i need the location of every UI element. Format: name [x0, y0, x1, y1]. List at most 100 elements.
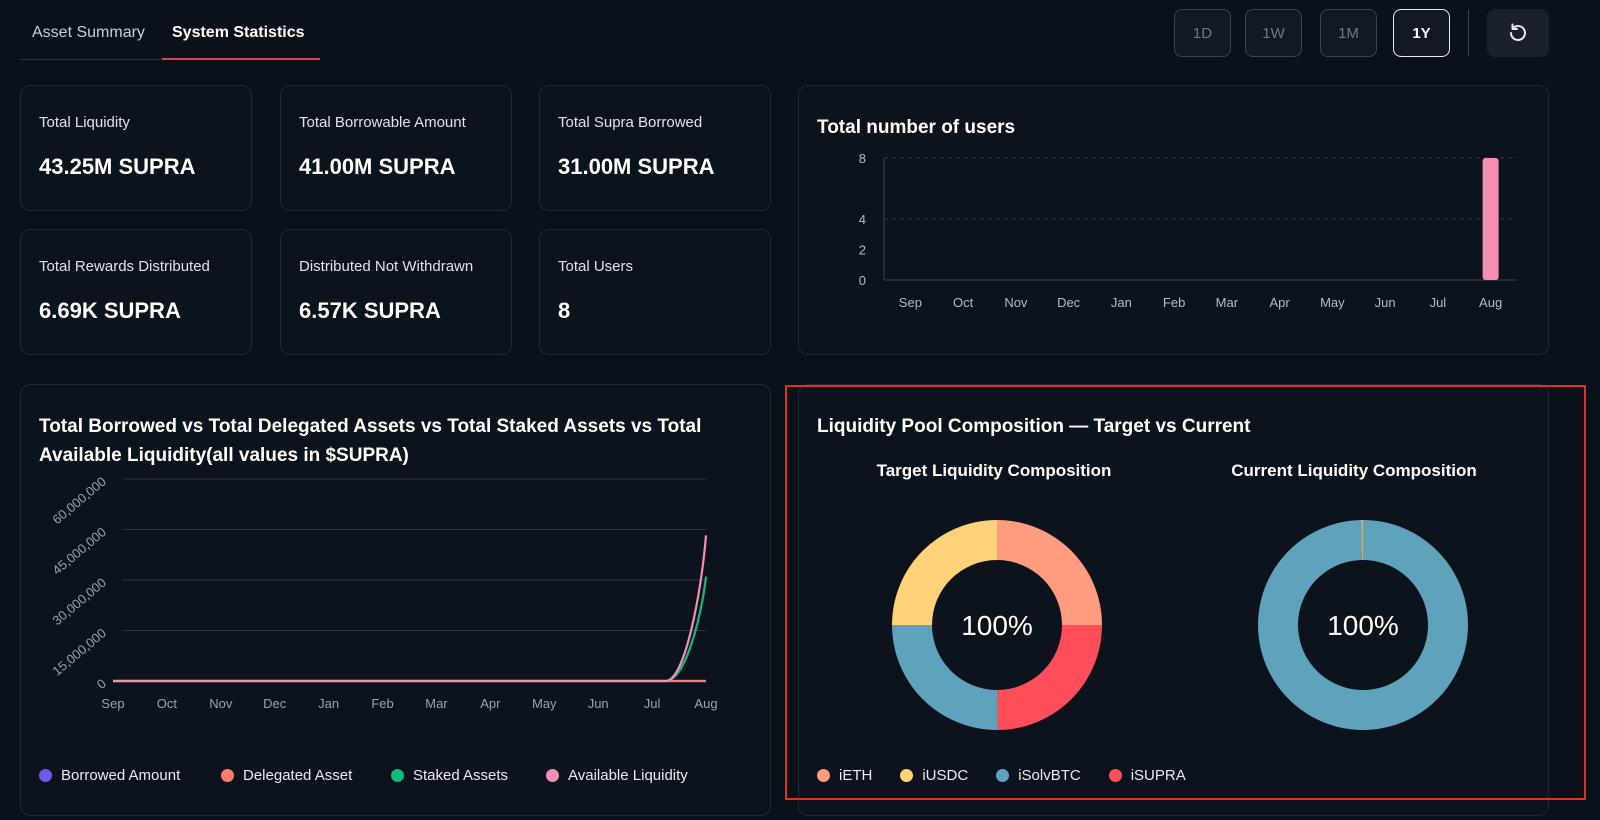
legend-item-borrowed[interactable]: Borrowed Amount [39, 767, 180, 784]
series-line-available-liquidity[interactable] [113, 535, 708, 683]
y-tick-label: 0 [859, 273, 866, 288]
users-bar-chart: 8 4 2 0 Sep Oct Nov Dec Jan Feb Mar Apr May Jun Jul Aug [859, 151, 1517, 310]
x-tick-label: Jan [1111, 295, 1132, 310]
stat-label: Total Supra Borrowed [558, 114, 703, 131]
legend-label: Delegated Asset [243, 767, 353, 784]
current-donut-chart: 100% [1258, 520, 1468, 730]
tab-system-statistics[interactable]: System Statistics [172, 24, 305, 41]
stat-card-total-supra-borrowed: Total Supra Borrowed 31.00M SUPRA [539, 85, 771, 211]
toolbar-divider [1468, 10, 1469, 56]
legend-dot [546, 769, 559, 782]
line-chart-title: Total Borrowed vs Total Delegated Assets… [39, 416, 702, 466]
stat-card-distributed-not-withdrawn: Distributed Not Withdrawn 6.57K SUPRA [280, 229, 512, 355]
y-tick-label: 8 [859, 151, 866, 166]
legend-dot [900, 769, 914, 782]
stat-value: 6.69K SUPRA [39, 298, 181, 323]
slice-isupra[interactable] [997, 625, 1102, 730]
donut-center-label: 100% [961, 610, 1033, 641]
legend-label: iETH [839, 767, 873, 784]
legend-dot [39, 769, 52, 782]
x-tick-label: May [1320, 295, 1345, 310]
y-tick-label: 60,000,000 [49, 474, 108, 527]
range-1w-button[interactable]: 1W [1245, 9, 1302, 57]
stat-label: Total Borrowable Amount [299, 114, 466, 131]
legend-item-delegated[interactable]: Delegated Asset [221, 767, 352, 784]
stat-label: Total Users [558, 258, 634, 275]
legend-dot [221, 769, 234, 782]
x-tick-label: Nov [1004, 295, 1028, 310]
slice-iusdc[interactable] [892, 520, 997, 625]
slice-isolvbtc[interactable] [892, 625, 997, 730]
users-chart-title: Total number of users [817, 117, 1016, 138]
bar-aug[interactable] [1482, 158, 1499, 280]
y-tick-label: 45,000,000 [49, 524, 108, 577]
stat-value: 43.25M SUPRA [39, 154, 196, 179]
active-tab-underline [162, 58, 320, 60]
y-tick-label: 4 [859, 212, 866, 227]
stat-label: Total Liquidity [39, 114, 130, 131]
legend-label: iUSDC [922, 767, 969, 784]
legend-item-iusdc[interactable]: iUSDC [900, 767, 968, 784]
x-tick-label: Jul [1430, 295, 1447, 310]
legend-item-ieth[interactable]: iETH [817, 767, 872, 784]
target-donut-title: Target Liquidity Composition [876, 461, 1112, 480]
x-tick-label: Feb [371, 696, 393, 711]
x-tick-label: Mar [1216, 295, 1239, 310]
stat-card-total-users: Total Users 8 [539, 229, 771, 355]
slice-ieth[interactable] [997, 520, 1102, 625]
legend-item-isolvbtc[interactable]: iSolvBTC [996, 767, 1081, 784]
y-tick-label: 2 [859, 243, 866, 258]
x-tick-label: Aug [694, 696, 717, 711]
range-1y-button[interactable]: 1Y [1393, 9, 1450, 57]
x-tick-label: Apr [480, 696, 501, 711]
stat-value: 41.00M SUPRA [299, 154, 456, 179]
y-tick-label: 30,000,000 [49, 575, 108, 628]
legend-label: Staked Assets [413, 767, 509, 784]
x-tick-label: Sep [101, 696, 124, 711]
composition-legend: iETH iUSDC iSolvBTC iSUPRA [817, 767, 1186, 784]
x-tick-label: Dec [263, 696, 287, 711]
x-tick-label: May [532, 696, 557, 711]
highlight-frame [785, 385, 1586, 800]
reset-button[interactable] [1487, 9, 1549, 57]
stat-value: 8 [558, 298, 571, 323]
assets-line-chart: 60,000,00045,000,00030,000,00015,000,000… [49, 474, 717, 711]
stat-value: 6.57K SUPRA [299, 298, 441, 323]
legend-label: Available Liquidity [568, 767, 688, 784]
slice-ieth[interactable] [1361, 520, 1363, 561]
stat-card-total-borrowable: Total Borrowable Amount 41.00M SUPRA [280, 85, 512, 211]
legend-label: iSolvBTC [1018, 767, 1081, 784]
legend-dot [391, 769, 404, 782]
view-tabs: Asset Summary System Statistics [20, 14, 320, 60]
x-tick-label: Oct [953, 295, 974, 310]
donut-center-label: 100% [1327, 610, 1399, 641]
x-tick-label: Jun [1375, 295, 1396, 310]
stat-card-total-rewards: Total Rewards Distributed 6.69K SUPRA [20, 229, 252, 355]
x-tick-label: Feb [1163, 295, 1185, 310]
range-1m-button[interactable]: 1M [1320, 9, 1377, 57]
line-chart-card: Total Borrowed vs Total Delegated Assets… [20, 384, 771, 816]
y-tick-label: 15,000,000 [49, 625, 108, 678]
x-tick-label: Jun [588, 696, 609, 711]
tab-asset-summary[interactable]: Asset Summary [32, 24, 145, 41]
y-tick-label: 0 [94, 676, 109, 692]
legend-label: iSUPRA [1130, 767, 1186, 784]
legend-item-available[interactable]: Available Liquidity [546, 767, 688, 784]
users-chart-card: Total number of users 8 4 2 0 Sep Oct Nov Dec Ja… [798, 85, 1549, 355]
x-tick-label: Dec [1057, 295, 1081, 310]
composition-title: Liquidity Pool Composition — Target vs C… [817, 416, 1251, 437]
stat-value: 31.00M SUPRA [558, 154, 715, 179]
target-donut-chart: 100% [892, 520, 1102, 730]
x-tick-label: Mar [425, 696, 448, 711]
legend-item-staked[interactable]: Staked Assets [391, 767, 508, 784]
range-1d-button[interactable]: 1D [1174, 9, 1231, 57]
legend-item-isupra[interactable]: iSUPRA [1108, 767, 1186, 784]
slice-isolvbtc[interactable] [1258, 520, 1468, 730]
x-tick-label: Nov [209, 696, 233, 711]
legend-dot [817, 769, 830, 782]
current-donut-title: Current Liquidity Composition [1231, 461, 1477, 480]
x-tick-label: Oct [157, 696, 178, 711]
x-tick-label: Jan [318, 696, 339, 711]
x-tick-label: Aug [1479, 295, 1502, 310]
series-line-staked-assets[interactable] [113, 576, 708, 683]
